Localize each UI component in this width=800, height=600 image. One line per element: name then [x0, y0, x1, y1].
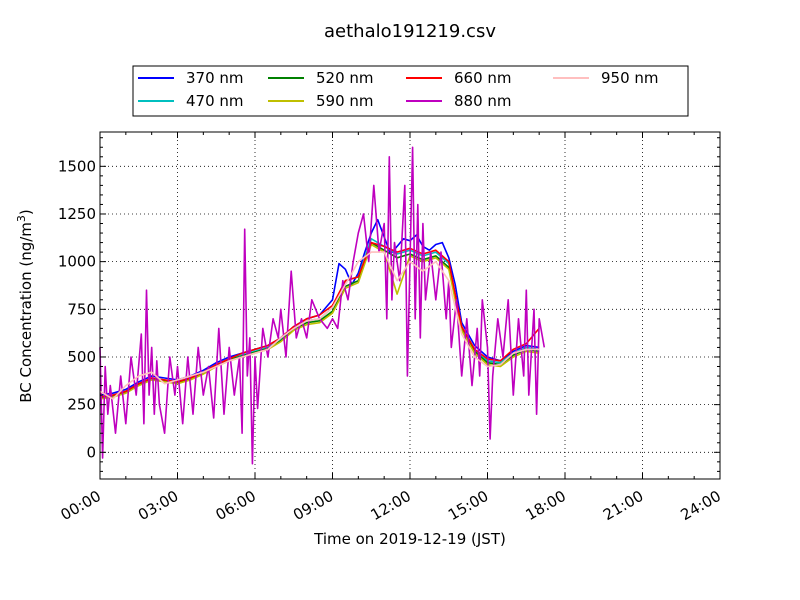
- grid-lines: [100, 132, 720, 479]
- legend-label-880-nm: 880 nm: [454, 92, 512, 110]
- legend-label-470-nm: 470 nm: [186, 92, 244, 110]
- legend-items: 370 nm 470 nm 520 nm 590 nm 660 nm 880 nm 950 …: [138, 69, 659, 110]
- y-axis-label-main: BC Concentration (ng/m: [17, 222, 35, 403]
- y-axis-label-close: ): [17, 209, 35, 215]
- y-tick-label: 750: [67, 300, 96, 318]
- y-tick-label: 500: [67, 348, 96, 366]
- y-tick-label: 1000: [58, 253, 96, 271]
- legend-label-520-nm: 520 nm: [316, 69, 374, 87]
- y-axis-label: BC Concentration (ng/m3): [15, 209, 35, 403]
- chart-title: aethalo191219.csv: [324, 21, 496, 42]
- legend-frame: [132, 65, 689, 117]
- legend-label-590-nm: 590 nm: [316, 92, 374, 110]
- chart-legend: 370 nm 470 nm 520 nm 590 nm 660 nm 880 nm 950 …: [132, 65, 689, 117]
- y-tick-label: 0: [86, 443, 96, 461]
- legend-label-370-nm: 370 nm: [186, 69, 244, 87]
- y-tick-label: 1500: [58, 157, 96, 175]
- y-tick-label: 250: [67, 396, 96, 414]
- x-axis-label: Time on 2019-12-19 (JST): [313, 530, 506, 548]
- series-line-950-nm: [99, 251, 540, 400]
- legend-label-950-nm: 950 nm: [601, 69, 659, 87]
- y-tick-label: 1250: [58, 205, 96, 223]
- series-line-880-nm: [99, 146, 546, 465]
- y-axis-label-sup: 3: [15, 215, 28, 222]
- legend-label-660-nm: 660 nm: [454, 69, 512, 87]
- series-lines: [99, 146, 546, 465]
